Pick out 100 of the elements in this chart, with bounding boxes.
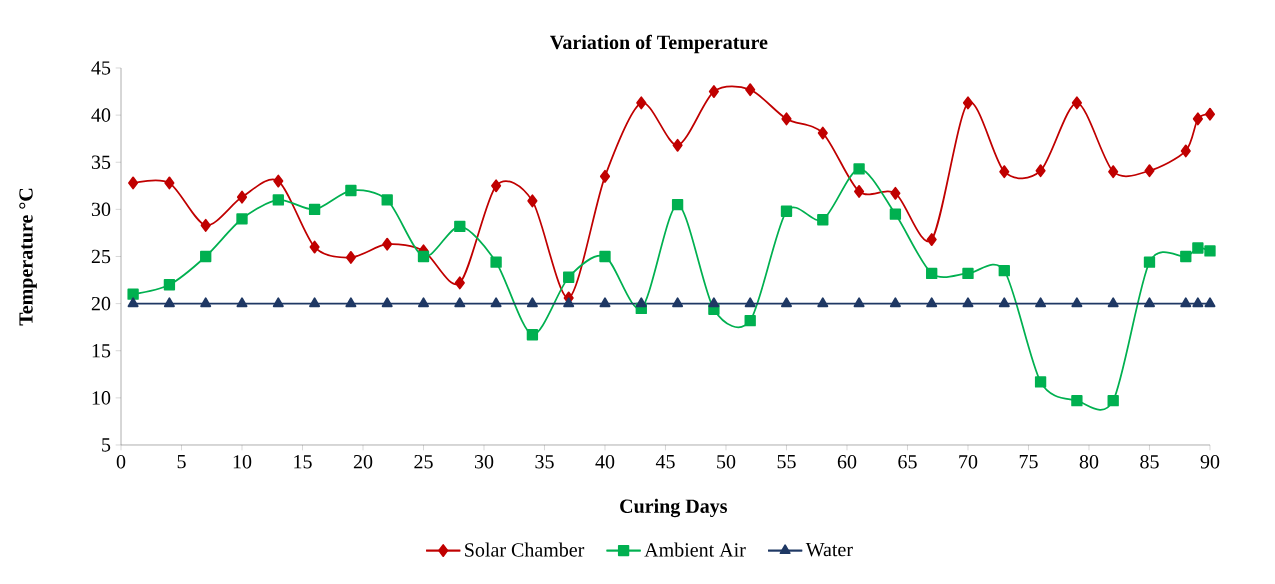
point bbox=[454, 276, 465, 290]
point bbox=[1180, 144, 1191, 158]
y-tick-label: 45 bbox=[91, 61, 111, 75]
point bbox=[526, 297, 538, 308]
legend-label: Water bbox=[805, 543, 853, 557]
point bbox=[926, 267, 938, 280]
point bbox=[236, 297, 248, 308]
point bbox=[889, 208, 902, 220]
point bbox=[309, 297, 321, 308]
point bbox=[1035, 297, 1047, 308]
point bbox=[853, 163, 865, 175]
point bbox=[744, 297, 756, 308]
point bbox=[127, 288, 139, 300]
point bbox=[490, 256, 502, 268]
point bbox=[454, 220, 466, 232]
point bbox=[527, 194, 538, 208]
point bbox=[1192, 112, 1203, 126]
point bbox=[962, 267, 974, 280]
point bbox=[417, 250, 430, 263]
point bbox=[1071, 96, 1082, 110]
point bbox=[1107, 297, 1119, 308]
point bbox=[345, 297, 357, 308]
x-tick-label: 5 bbox=[177, 455, 186, 469]
y-axis-title: Temperature °C bbox=[19, 188, 37, 326]
point bbox=[1071, 297, 1083, 308]
x-tick-label: 45 bbox=[655, 455, 675, 469]
point bbox=[998, 264, 1010, 277]
point bbox=[1107, 395, 1119, 407]
point bbox=[999, 165, 1010, 179]
point bbox=[998, 297, 1010, 308]
x-tick-label: 80 bbox=[1079, 455, 1099, 469]
point bbox=[200, 250, 212, 263]
x-axis-title: Curing Days bbox=[620, 498, 728, 518]
point bbox=[236, 190, 248, 204]
point bbox=[381, 194, 393, 206]
chart-title: Variation of Temperature bbox=[550, 34, 768, 54]
point bbox=[454, 297, 466, 308]
point bbox=[1204, 297, 1216, 308]
point bbox=[781, 112, 792, 126]
point bbox=[890, 186, 901, 200]
point bbox=[1204, 107, 1216, 121]
point bbox=[599, 169, 611, 183]
point bbox=[817, 297, 829, 308]
point bbox=[708, 85, 719, 99]
x-tick-label: 40 bbox=[595, 455, 615, 469]
point bbox=[490, 297, 502, 308]
legend-label: Ambient Air bbox=[644, 542, 746, 557]
point bbox=[672, 138, 683, 152]
point bbox=[672, 297, 684, 308]
point bbox=[345, 184, 357, 197]
point bbox=[128, 176, 139, 190]
y-tick-label: 35 bbox=[91, 155, 111, 169]
y-tick-label: 25 bbox=[91, 249, 111, 264]
x-tick-label: 10 bbox=[233, 455, 252, 469]
point bbox=[962, 297, 974, 308]
point bbox=[1144, 164, 1155, 178]
point bbox=[1035, 164, 1046, 178]
point bbox=[1143, 256, 1156, 268]
y-tick-label: 30 bbox=[91, 202, 111, 217]
point bbox=[308, 203, 321, 216]
point bbox=[200, 218, 211, 232]
point bbox=[563, 271, 575, 283]
point bbox=[635, 297, 647, 308]
point bbox=[1180, 297, 1192, 308]
point bbox=[853, 297, 865, 308]
point bbox=[744, 314, 756, 327]
x-tick-label: 65 bbox=[898, 455, 917, 469]
point bbox=[563, 297, 575, 308]
point bbox=[163, 279, 176, 291]
point bbox=[1204, 245, 1216, 257]
point bbox=[273, 174, 284, 188]
point bbox=[817, 214, 829, 226]
point bbox=[1071, 395, 1083, 407]
point bbox=[163, 297, 175, 308]
x-tick-label: 0 bbox=[116, 455, 126, 469]
point bbox=[1034, 376, 1047, 388]
point bbox=[817, 126, 828, 140]
point bbox=[671, 198, 684, 211]
point bbox=[781, 297, 792, 308]
point bbox=[599, 250, 611, 263]
point bbox=[1192, 297, 1204, 308]
point bbox=[1180, 250, 1192, 263]
y-tick-label: 15 bbox=[92, 344, 111, 358]
point bbox=[127, 297, 139, 308]
x-tick-label: 25 bbox=[414, 455, 433, 469]
x-tick-label: 20 bbox=[353, 455, 373, 469]
y-tick-label: 20 bbox=[91, 296, 111, 311]
point bbox=[164, 176, 175, 190]
x-tick-label: 50 bbox=[717, 455, 736, 469]
point bbox=[382, 237, 393, 251]
point bbox=[889, 297, 901, 308]
point bbox=[599, 297, 611, 308]
point bbox=[309, 240, 320, 254]
point bbox=[381, 297, 393, 308]
legend-label: Solar Chamber bbox=[465, 542, 585, 557]
point bbox=[491, 179, 502, 193]
point bbox=[345, 250, 356, 264]
point bbox=[200, 297, 212, 308]
point bbox=[418, 297, 429, 308]
point bbox=[1144, 297, 1155, 308]
